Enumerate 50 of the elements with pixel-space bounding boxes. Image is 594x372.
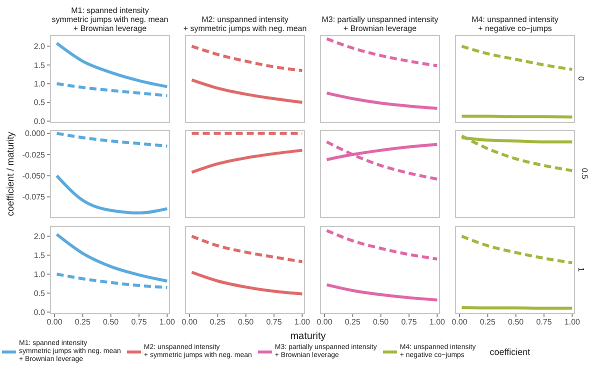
x-tick-label: 0.50 — [238, 318, 254, 327]
y-tick-label: 0.0 — [34, 116, 46, 126]
x-tick-label: 0.75 — [536, 318, 552, 327]
chart-title: M4: unspanned intensity + negative co−jumps — [472, 15, 558, 33]
chart-title: M1: spanned intensity symmetric jumps with neg. mean + Brownian leverage — [52, 6, 168, 33]
y-tick-label: 2.0 — [34, 42, 46, 52]
y-tick-label: 1.5 — [34, 251, 46, 260]
x-tick-label: 0.00 — [46, 318, 63, 327]
y-axis-title: coefficient / maturity — [6, 132, 16, 216]
text: 1 — [576, 267, 586, 272]
line-series — [55, 174, 169, 214]
x-tick-label: 0.25 — [74, 318, 92, 327]
chart-title: M3: partially unspanned intensity + Brownian leverage — [322, 15, 438, 33]
text: 0.5 — [580, 168, 590, 180]
x-tick-label: 0.75 — [266, 318, 282, 327]
y-tick-label: 0.0 — [34, 308, 46, 317]
y-tick-label: 1.0 — [34, 80, 46, 89]
x-axis-title: maturity — [289, 331, 327, 342]
y-tick-label: -0.025 — [22, 150, 46, 160]
line-series — [55, 42, 169, 88]
x-tick-label: 1.00 — [294, 318, 311, 327]
x-tick-label: 1.00 — [159, 318, 176, 327]
y-tick-label: 1.5 — [34, 60, 46, 70]
line-series — [55, 272, 169, 289]
x-tick-label: 0.25 — [344, 318, 362, 327]
y-tick-label: -0.075 — [22, 192, 46, 202]
x-tick-label: 0.75 — [131, 318, 148, 327]
x-tick-label: 0.00 — [316, 318, 333, 327]
x-tick-label: 0.50 — [508, 318, 524, 327]
y-tick-label: 0.5 — [34, 288, 46, 298]
legend-title: coefficient — [490, 347, 530, 357]
x-tick-label: 1.00 — [564, 318, 581, 327]
x-tick-label: 0.00 — [182, 318, 198, 327]
y-tick-label: 0.5 — [34, 98, 46, 108]
x-tick-label: 1.00 — [429, 318, 446, 327]
x-tick-label: 0.25 — [480, 318, 496, 327]
y-tick-label: 0.000 — [24, 129, 46, 138]
line-series — [55, 232, 169, 282]
line-series — [55, 82, 169, 98]
y-tick-label: 2.0 — [34, 232, 46, 242]
y-tick-label: 1.0 — [34, 270, 46, 280]
text: 0 — [576, 76, 586, 81]
x-tick-label: 0.50 — [373, 318, 390, 327]
x-tick-label: 0.50 — [103, 318, 120, 327]
x-tick-label: 0.75 — [401, 318, 418, 327]
line-series — [55, 132, 169, 148]
y-tick-label: -0.050 — [22, 172, 46, 181]
x-tick-label: 0.25 — [210, 318, 226, 327]
x-tick-label: 0.00 — [452, 318, 468, 327]
chart-title: M2: unspanned intensity + symmetric jumps with neg. mean — [183, 15, 307, 33]
